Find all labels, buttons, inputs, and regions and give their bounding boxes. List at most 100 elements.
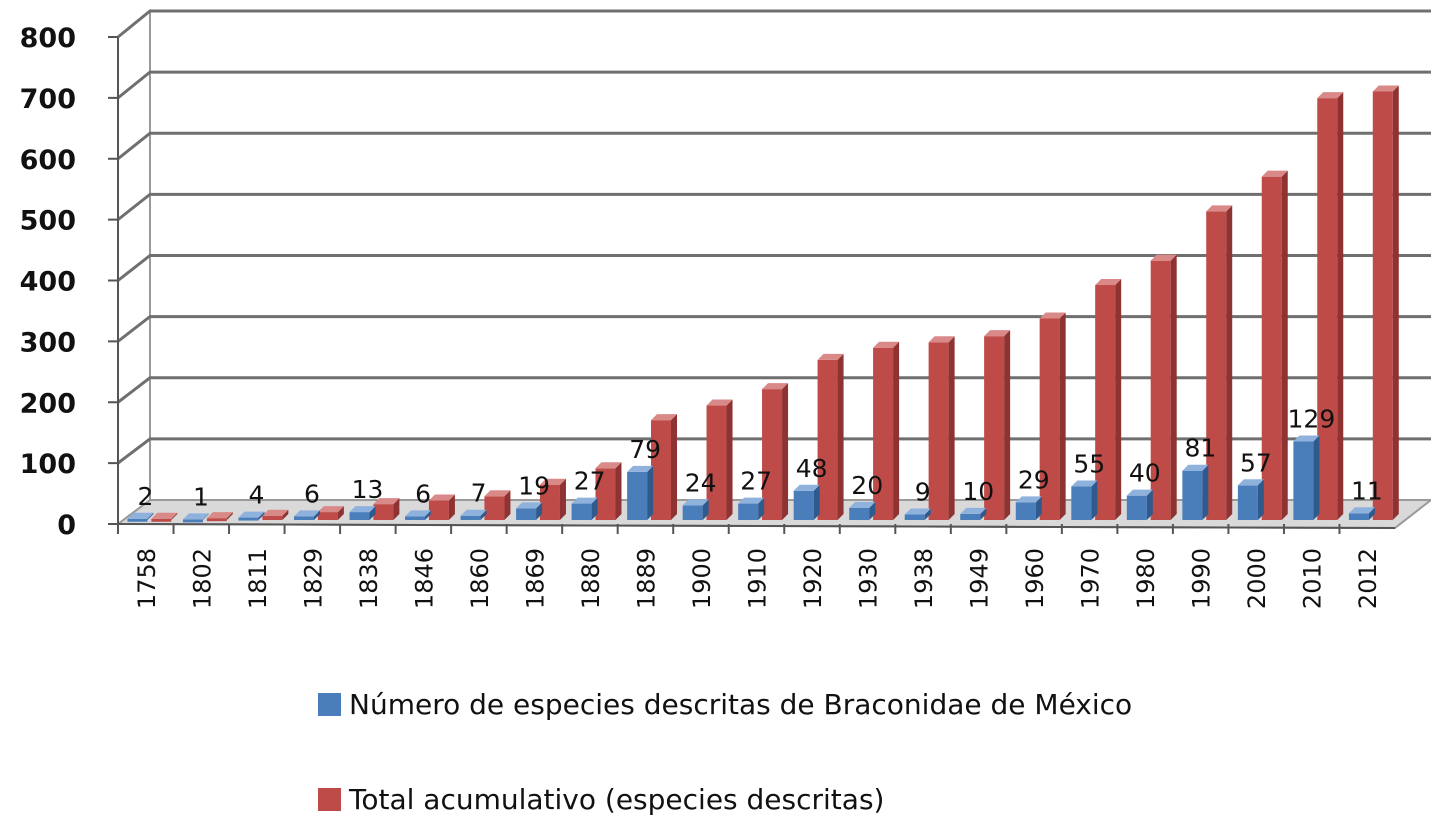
bar-total-1829-front <box>317 512 338 520</box>
gridline <box>117 192 1431 221</box>
bar-count-1930-front <box>849 507 870 520</box>
bar-count-2000-top <box>1237 479 1264 486</box>
x-tick-label: 2012 <box>1354 548 1382 609</box>
bar-total-1900-top <box>706 399 733 406</box>
y-tick-label: 0 <box>57 510 76 541</box>
data-label: 13 <box>352 475 384 504</box>
bar-count-1838 <box>349 506 376 520</box>
bar-count-1880-side <box>591 497 598 520</box>
bar-total-1758-side <box>171 512 178 520</box>
bar-count-2012-top <box>1348 507 1375 514</box>
bar-count-2000 <box>1237 479 1264 520</box>
y-tick-label: 500 <box>20 206 76 237</box>
bar-count-2000-side <box>1257 479 1264 520</box>
bar-count-1880 <box>571 497 598 520</box>
gridline <box>117 131 1431 160</box>
data-label: 7 <box>471 479 487 508</box>
bar-total-2000-side <box>1281 170 1288 521</box>
x-tick-label: 1960 <box>1021 548 1049 609</box>
bar-count-1930-top <box>849 501 876 508</box>
bar-total-1920-top <box>817 353 844 360</box>
bar-count-1900-top <box>682 499 709 506</box>
bar-count-2010-side <box>1313 435 1320 520</box>
bar-count-1846-top <box>405 510 432 517</box>
bar-count-1889-top <box>627 465 654 472</box>
bars <box>127 85 1399 523</box>
bar-total-1880 <box>595 462 622 520</box>
bar-total-1910 <box>762 383 789 520</box>
bar-total-1869-top <box>539 478 566 485</box>
x-tick-label: 1860 <box>466 548 494 609</box>
bar-count-1949-front <box>960 513 981 520</box>
bar-count-1970-front <box>1071 486 1092 520</box>
bar-total-1811 <box>262 509 289 520</box>
bar-total-1980-top <box>1150 254 1177 261</box>
bar-total-1838-front <box>373 504 394 520</box>
gridline <box>117 254 1431 282</box>
bar-count-1846-side <box>425 510 432 520</box>
bar-total-1802-front <box>206 518 227 522</box>
bar-total-1838-top <box>373 498 400 505</box>
data-label: 55 <box>1073 450 1105 479</box>
x-tick-label: 1829 <box>299 548 327 609</box>
bar-total-1938-front <box>928 342 949 520</box>
data-labels: 2 1 4 6 13 6 7 19 27 79 24 27 48 20 9 10 29 55 40 81 57 129 11 <box>137 404 1382 511</box>
bar-total-1869 <box>539 478 566 520</box>
bar-count-1980-top <box>1126 489 1153 496</box>
gridlines <box>117 9 1431 465</box>
bar-total-1938-top <box>928 336 955 343</box>
bar-count-1930 <box>849 501 876 520</box>
bar-total-2012 <box>1372 85 1399 520</box>
bar-total-1980-front <box>1150 260 1171 520</box>
y-tick-label: 400 <box>20 267 76 298</box>
bar-total-1938-side <box>948 336 955 520</box>
bar-total-1758 <box>151 512 178 522</box>
bar-total-1930-front <box>873 347 894 520</box>
bar-total-1889-front <box>651 420 672 520</box>
bar-count-1880-top <box>571 497 598 504</box>
bar-count-1811-front <box>238 517 259 521</box>
gridline <box>117 70 1431 100</box>
bar-total-1960-side <box>1059 312 1066 520</box>
x-tick-label: 1880 <box>577 548 605 609</box>
data-label: 4 <box>249 481 265 510</box>
bar-total-1930-side <box>893 341 900 520</box>
bar-count-2010-front <box>1293 441 1314 520</box>
bar-total-1880-top <box>595 462 622 469</box>
bar-count-1980 <box>1126 489 1153 520</box>
data-label: 57 <box>1240 448 1272 477</box>
bar-total-1990 <box>1206 205 1233 520</box>
bar-total-2010-top <box>1317 92 1344 99</box>
bar-count-1930-side <box>869 501 876 520</box>
bar-total-2000 <box>1261 170 1288 521</box>
x-tick-label: 1846 <box>410 548 438 609</box>
bar-count-1990-top <box>1182 464 1209 471</box>
bar-count-1889-side <box>647 465 654 520</box>
bar-count-2012 <box>1348 507 1375 520</box>
bar-count-1811 <box>238 511 265 521</box>
bar-total-1860-side <box>504 490 511 520</box>
legend-item-series-1: Número de especies descritas de Braconid… <box>318 688 1132 721</box>
bar-total-2010 <box>1317 92 1344 520</box>
bar-total-1949 <box>984 330 1011 520</box>
bar-total-2012-top <box>1372 85 1399 92</box>
bar-count-1869-front <box>516 508 537 520</box>
bar-count-1869-top <box>516 502 543 509</box>
bar-total-1758-front <box>151 518 172 522</box>
y-tick-label: 100 <box>20 449 76 480</box>
x-tick-label: 2010 <box>1299 548 1327 609</box>
bar-total-1910-top <box>762 383 789 390</box>
bar-total-1910-front <box>762 389 783 520</box>
bar-count-1949-side <box>980 507 987 520</box>
bar-count-1900-side <box>702 499 709 520</box>
x-tick-label: 1838 <box>355 548 383 609</box>
data-label: 20 <box>851 471 883 500</box>
bar-total-2012-side <box>1392 85 1399 520</box>
bar-count-1889-front <box>627 471 648 520</box>
bar-total-1802 <box>206 512 233 522</box>
bar-count-1980-front <box>1126 495 1147 520</box>
bar-count-1860 <box>460 509 487 520</box>
bar-total-1889 <box>651 414 678 520</box>
data-label: 81 <box>1184 434 1216 463</box>
bar-total-1846-side <box>448 494 455 520</box>
